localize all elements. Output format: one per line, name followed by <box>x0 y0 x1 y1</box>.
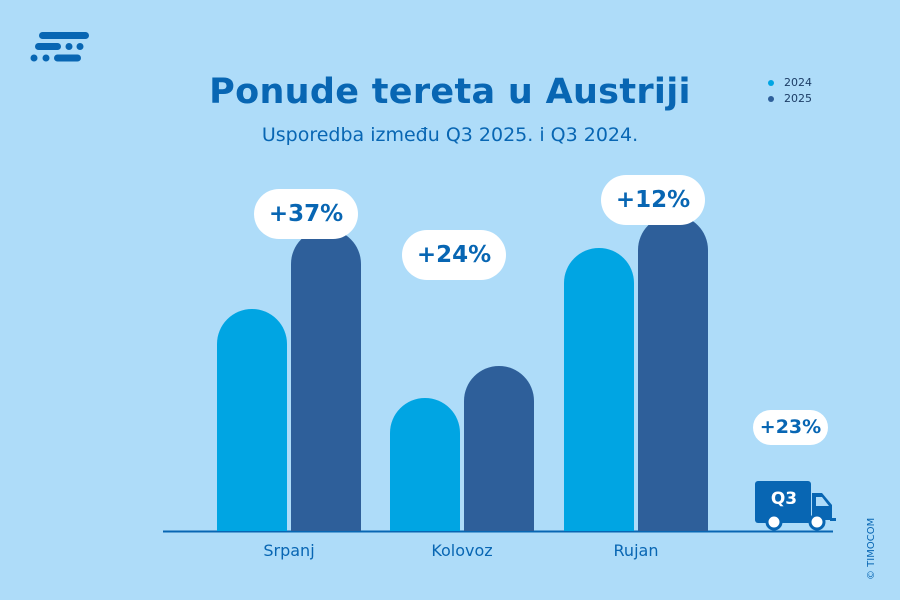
change-annotation: +12% <box>601 175 705 225</box>
category-label: Srpanj <box>263 541 315 560</box>
bar-srpanj-2025 <box>291 229 361 531</box>
legend-item-2025: 2025 <box>768 92 812 105</box>
change-annotation: +37% <box>254 189 358 239</box>
chart-title: Ponude tereta u Austriji <box>209 72 691 112</box>
legend-label-2024: 2024 <box>784 76 812 89</box>
bar-kolovoz-2025 <box>464 366 534 531</box>
timocom-logo-icon <box>30 32 89 62</box>
truck-icon: Q3 <box>755 481 836 531</box>
legend-swatch-2025 <box>768 95 774 102</box>
bar-rujan-2024 <box>564 248 634 531</box>
category-label: Kolovoz <box>431 541 493 560</box>
legend-item-2024: 2024 <box>768 76 812 89</box>
legend-label-2025: 2025 <box>784 92 812 105</box>
bar-kolovoz-2024 <box>390 398 460 531</box>
truck-q3-label: Q3 <box>771 489 797 509</box>
change-annotation: +24% <box>402 230 506 280</box>
bar-srpanj-2024 <box>217 309 287 531</box>
copyright: © TIMOCOM <box>866 517 877 580</box>
chart-subtitle: Usporedba između Q3 2025. i Q3 2024. <box>261 124 639 146</box>
category-label: Rujan <box>613 541 659 560</box>
bar-rujan-2025 <box>638 215 708 531</box>
total-change-bubble: +23% <box>753 410 828 445</box>
legend-swatch-2024 <box>768 79 774 86</box>
